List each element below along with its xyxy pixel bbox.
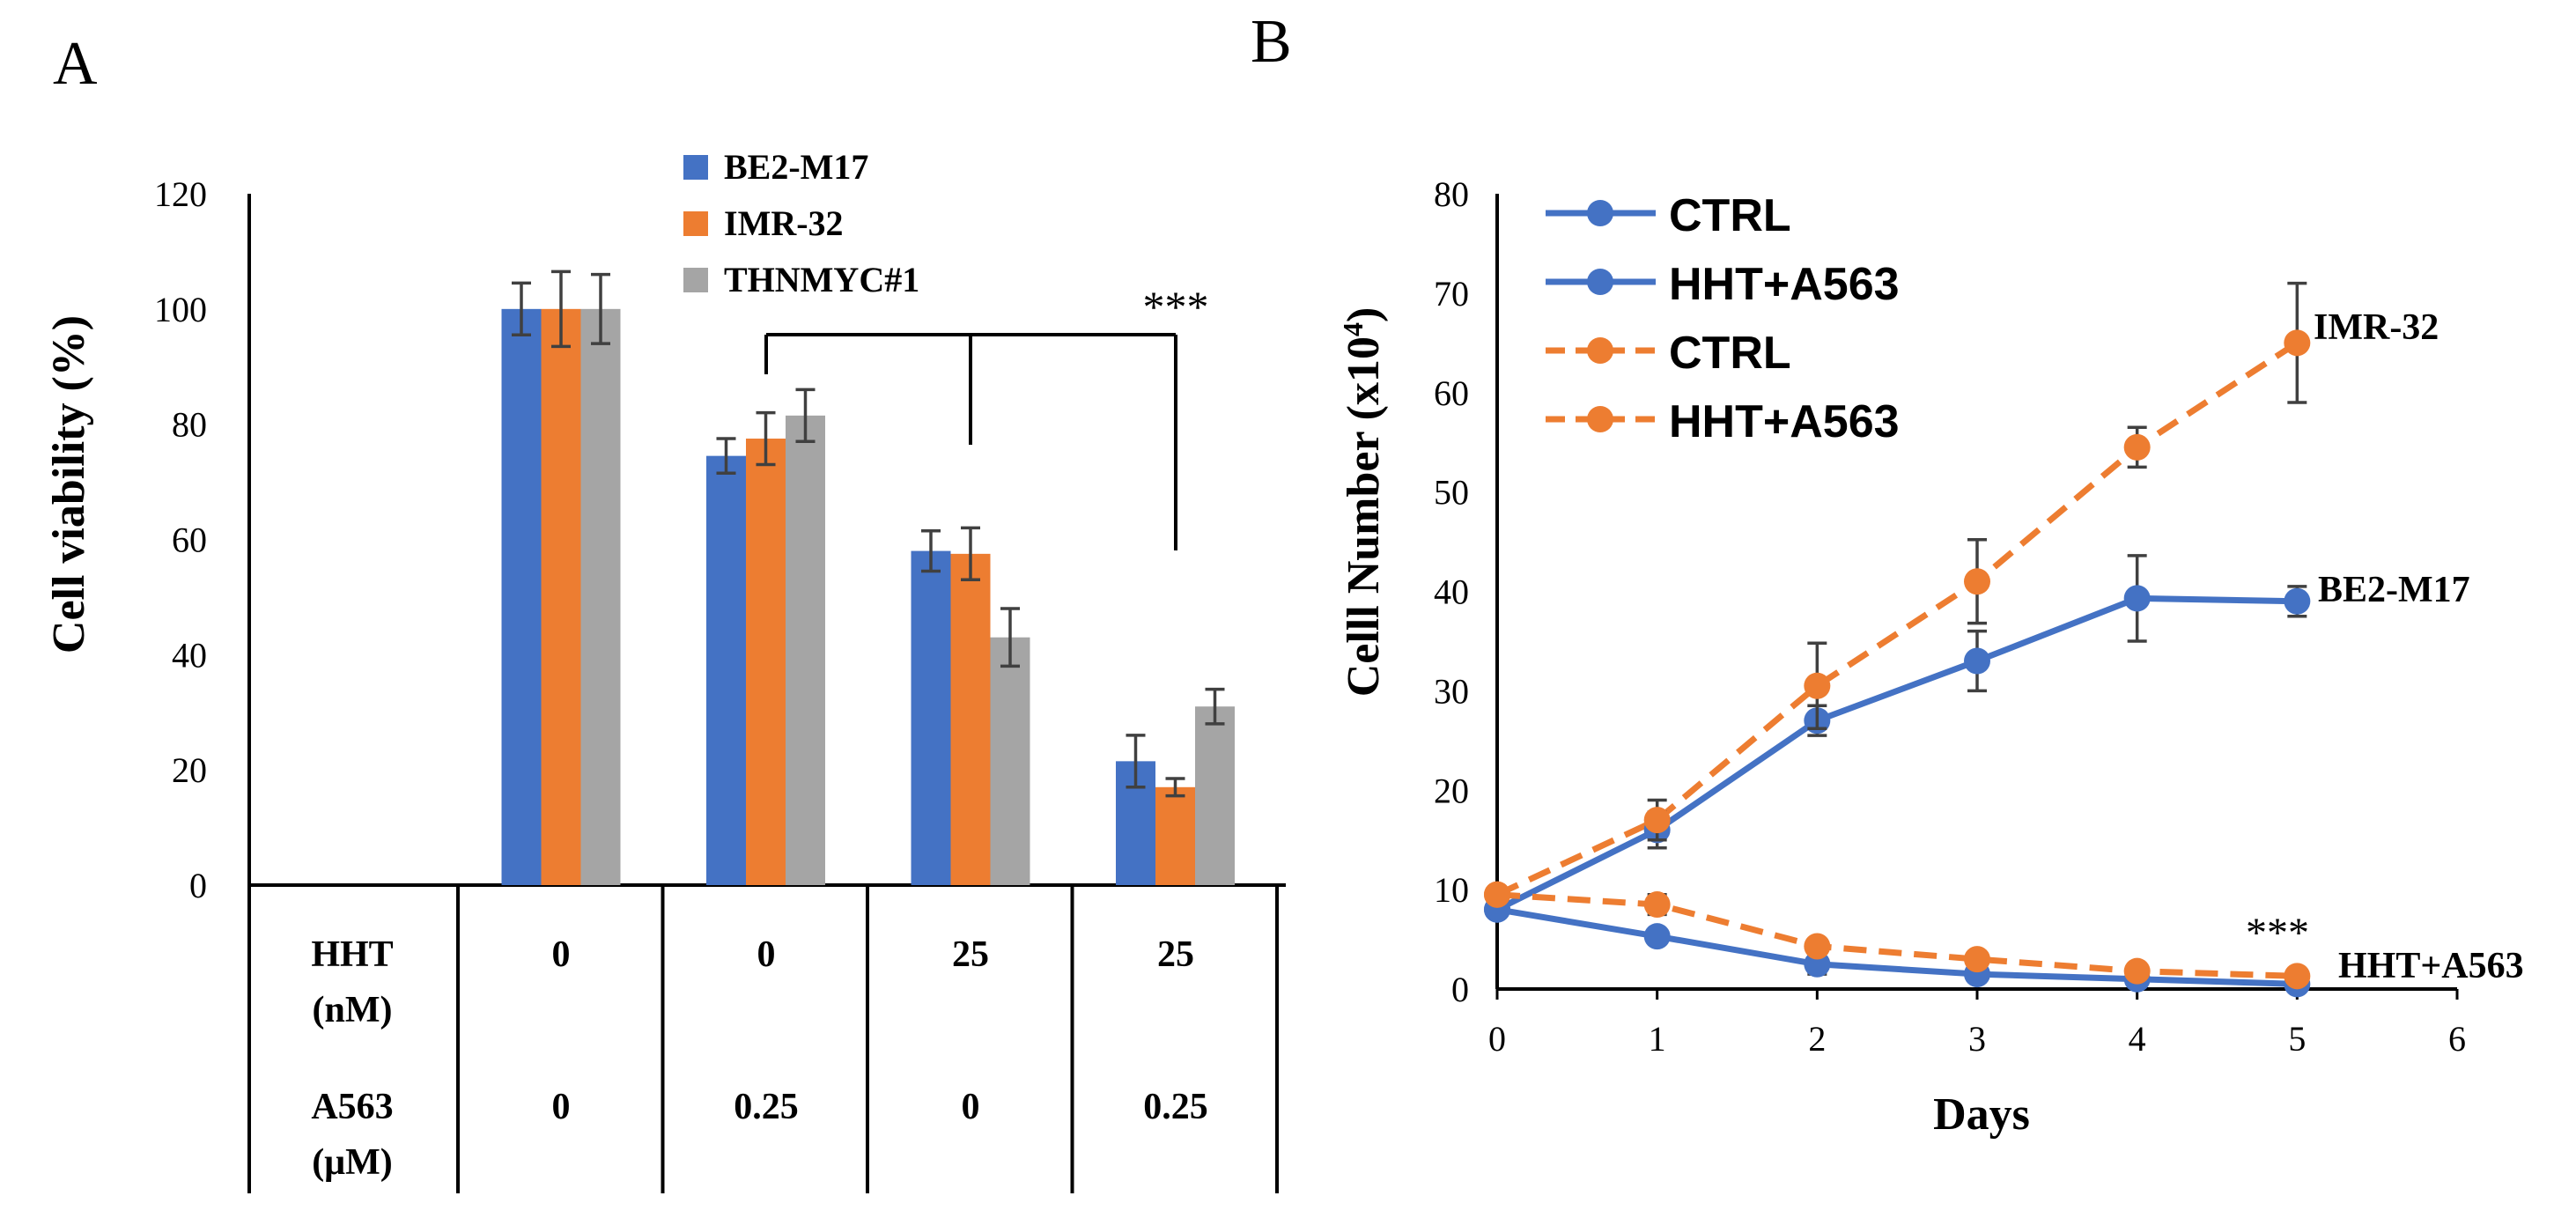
a-table-a563-value-4: 0.25	[1143, 1087, 1208, 1127]
a-table-hht-value-2: 0	[757, 934, 776, 975]
a-y-tick-label: 80	[172, 405, 207, 445]
b-point-imr-32-hht-a563-day1	[1643, 891, 1671, 919]
b-point-be2-m17-hht-a563-day1	[1643, 923, 1671, 950]
b-y-tick-label: 20	[1434, 771, 1469, 810]
a-legend-label-imr32: IMR-32	[724, 203, 844, 243]
a-significance-stars: ***	[1143, 282, 1209, 331]
a-table-a563-value-2: 0.25	[734, 1087, 799, 1127]
b-y-axis-label-sup: 4	[1337, 322, 1369, 336]
panel-label-b: B	[1251, 8, 1292, 76]
a-significance-bracket	[764, 333, 1177, 550]
a-legend-swatch-imr32	[683, 211, 708, 236]
a-y-tick-label: 60	[172, 520, 207, 560]
b-y-axis-label-end: )	[1339, 307, 1389, 322]
b-point-imr-32-ctrl-day1	[1643, 807, 1671, 834]
a-table-hht-unit: (nM)	[313, 990, 393, 1030]
a-y-tick-label: 120	[154, 174, 207, 214]
b-annotation-be2m17: BE2-M17	[2318, 570, 2470, 610]
a-table-hht-value-4: 25	[1157, 934, 1194, 975]
b-x-axis-label: Days	[1933, 1089, 2030, 1140]
a-bar-be2m17-2	[706, 455, 746, 885]
b-x-tick-label: 3	[1968, 1019, 1986, 1059]
a-table-hht-value-1: 0	[552, 934, 571, 975]
a-table-hht-label: HHT	[311, 934, 393, 975]
b-y-tick-label: 10	[1434, 870, 1469, 910]
b-y-tick-label: 70	[1434, 274, 1469, 314]
a-table-a563-unit: (μM)	[312, 1142, 392, 1183]
chart-a: Cell viability (%) BE2-M17 IMR-32 THNMYC…	[44, 147, 1286, 1193]
b-y-tick-label: 0	[1451, 970, 1469, 1009]
b-point-imr-32-ctrl-day3	[1964, 568, 1990, 595]
a-table-a563-label: A563	[311, 1087, 393, 1127]
b-y-tick-label: 80	[1434, 174, 1469, 214]
b-y-tick-label: 60	[1434, 373, 1469, 413]
b-annotation-treatment: HHT+A563	[2338, 946, 2524, 986]
b-x-tick-label: 5	[2288, 1019, 2306, 1059]
a-bar-be2m17-3	[911, 550, 951, 885]
b-point-imr-32-ctrl-day5	[2284, 329, 2311, 357]
a-bar-thnmyc1-1	[580, 308, 621, 885]
b-legend-label-imr-treat: HHT+A563	[1669, 396, 1900, 447]
b-series-line-be2-m17-ctrl	[1495, 594, 2298, 912]
a-bar-imr32-4	[1155, 786, 1195, 885]
a-bar-be2m17-1	[501, 308, 542, 885]
b-x-tick-label: 6	[2448, 1019, 2466, 1059]
a-y-axis-label: Cell viability (%)	[44, 315, 94, 653]
b-x-tick-label: 4	[2129, 1019, 2146, 1059]
b-series-line-be2-m17-hht-a563	[1496, 906, 2298, 987]
b-point-imr-32-hht-a563-day5	[2284, 963, 2311, 990]
b-point-imr-32-hht-a563-day3	[1964, 946, 1990, 973]
b-x-tick-label: 0	[1488, 1019, 1506, 1059]
a-bar-thnmyc1-2	[786, 415, 825, 886]
panel-label-a: A	[53, 30, 98, 98]
b-x-tick-label: 1	[1649, 1019, 1666, 1059]
b-point-be2-m17-ctrl-day4	[2123, 585, 2151, 612]
b-legend-marker-be2-ctrl	[1587, 200, 1613, 226]
b-y-tick-label: 50	[1434, 473, 1469, 513]
a-bar-thnmyc1-3	[990, 637, 1030, 885]
b-legend: CTRL HHT+A563 CTRL HHT+A563	[1546, 190, 1900, 447]
b-point-be2-m17-ctrl-day5	[2284, 587, 2311, 615]
b-annotation-imr32: IMR-32	[2314, 307, 2439, 348]
b-legend-label-be2-treat: HHT+A563	[1669, 259, 1900, 310]
b-point-imr-32-ctrl-day2	[1804, 672, 1831, 699]
a-bar-imr32-2	[746, 439, 786, 885]
b-point-imr-32-hht-a563-day0	[1484, 881, 1510, 908]
a-y-tick-label: 100	[154, 290, 207, 329]
a-legend: BE2-M17 IMR-32 THNMYC#1	[683, 147, 919, 299]
b-annotation-significance: ***	[2246, 910, 2309, 956]
b-y-tick-label: 40	[1434, 572, 1469, 612]
b-series-line-imr-32-hht-a563	[1496, 891, 2298, 979]
a-table-a563-value-3: 0	[962, 1087, 980, 1127]
a-bar-thnmyc1-4	[1195, 706, 1235, 885]
b-legend-marker-imr-treat	[1587, 406, 1613, 432]
b-series-line-imr-32-ctrl	[1495, 340, 2299, 897]
b-point-be2-m17-ctrl-day3	[1964, 647, 1990, 675]
b-legend-label-be2-ctrl: CTRL	[1669, 190, 1791, 241]
a-legend-swatch-thnmyc	[683, 268, 708, 292]
b-legend-marker-imr-ctrl	[1587, 337, 1613, 364]
a-legend-label-be2m17: BE2-M17	[724, 147, 868, 187]
a-y-tick-label: 0	[189, 866, 207, 905]
a-table-a563-value-1: 0	[552, 1087, 571, 1127]
a-table-hht-value-3: 25	[952, 934, 989, 975]
b-x-tick-label: 2	[1808, 1019, 1826, 1059]
b-legend-marker-be2-treat	[1587, 269, 1613, 295]
a-bar-imr32-3	[950, 553, 991, 885]
b-y-axis-label-main: Celll Number (x10	[1339, 336, 1389, 697]
chart-b: Celll Number (x104) Days CTRL HHT+A563 C…	[1337, 174, 2524, 1140]
b-point-imr-32-hht-a563-day4	[2123, 957, 2151, 985]
b-point-imr-32-ctrl-day4	[2123, 433, 2151, 461]
b-point-imr-32-hht-a563-day2	[1804, 933, 1831, 960]
b-y-axis-label: Celll Number (x104)	[1337, 307, 1389, 698]
a-legend-label-thnmyc: THNMYC#1	[724, 260, 919, 299]
a-y-tick-label: 40	[172, 635, 207, 675]
b-legend-label-imr-ctrl: CTRL	[1669, 328, 1791, 379]
b-y-tick-label: 30	[1434, 671, 1469, 711]
a-legend-swatch-be2m17	[683, 155, 708, 180]
a-y-tick-label: 20	[172, 750, 207, 790]
a-bar-imr32-1	[541, 308, 581, 885]
